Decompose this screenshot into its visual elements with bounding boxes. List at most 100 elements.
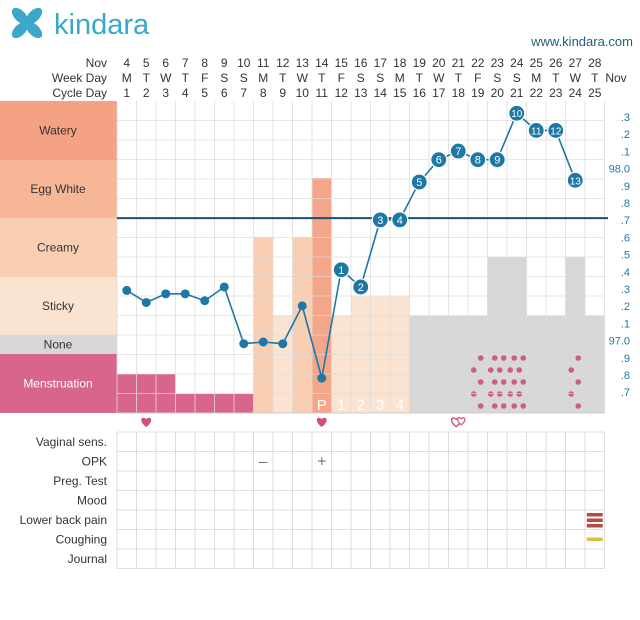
cycle-day-number: 21 <box>510 86 524 100</box>
date-label: 18 <box>393 56 407 70</box>
temperature-point-day-3[interactable] <box>161 289 171 299</box>
temperature-point-day-12[interactable] <box>332 261 350 279</box>
temperature-point-label: 12 <box>550 126 562 137</box>
temperature-axis: .3 .2 .1 98.0 .9 .8 .7 .6 .5 .4 .3 .2 .1 97.0 .9 .8 .7 <box>609 112 630 399</box>
spotting-dot <box>516 367 523 373</box>
weekday-letter: S <box>376 71 384 85</box>
temperature-point-day-17[interactable] <box>430 151 448 169</box>
temperature-point-label: 10 <box>511 109 523 120</box>
weekday-letter: S <box>513 71 521 85</box>
cycle-day-number: 20 <box>491 86 505 100</box>
spotting-dot <box>470 367 477 373</box>
menstruation-bar-day-7 <box>234 394 254 413</box>
spotting-dot <box>511 379 518 385</box>
brand-url[interactable]: www.kindara.com <box>530 34 633 49</box>
spotting-dot <box>496 367 503 373</box>
temperature-point-label: 1 <box>338 265 344 277</box>
temperature-point-day-18[interactable] <box>449 142 467 160</box>
spotting-dot <box>500 355 507 361</box>
heart-icon <box>316 417 327 427</box>
intercourse-markers <box>141 417 466 428</box>
temperature-point-day-15[interactable] <box>391 211 409 229</box>
temperature-point-day-9[interactable] <box>278 339 288 349</box>
spotting-dot <box>568 391 575 397</box>
temperature-point-day-21[interactable] <box>508 104 526 122</box>
date-label: 10 <box>237 56 251 70</box>
date-label: 25 <box>530 56 544 70</box>
cycle-day-number: 18 <box>452 86 466 100</box>
temperature-point-day-11[interactable] <box>317 373 327 383</box>
cycle-day-number: 13 <box>354 86 368 100</box>
date-label: 27 <box>569 56 583 70</box>
peak-marker-1: 1 <box>337 397 345 414</box>
symptom-severity-bar <box>586 513 603 517</box>
month-label: Nov <box>86 56 107 70</box>
date-label: 22 <box>471 56 485 70</box>
menstruation-bar-day-6 <box>214 394 234 413</box>
symptom-severity-bar <box>586 518 603 522</box>
fluid-label-egg_white: Egg White <box>30 182 86 196</box>
temperature-point-day-8[interactable] <box>258 337 268 347</box>
opk-result-mark: + <box>317 454 326 471</box>
date-label: 14 <box>315 56 329 70</box>
cycle-day-number: 4 <box>182 86 189 100</box>
spotting-dot <box>470 391 477 397</box>
fluid-label-cell-sticky <box>0 277 117 335</box>
tracker-label: Mood <box>77 494 107 508</box>
spotting-dot <box>511 355 518 361</box>
spotting-dot <box>511 403 518 409</box>
fluid-bar-day-8 <box>253 237 273 413</box>
spotting-dot <box>575 355 582 361</box>
temperature-point-label: 11 <box>531 126 542 137</box>
menstruation-bar-day-4 <box>175 394 195 413</box>
temperature-point-day-10[interactable] <box>297 301 307 311</box>
weekday-letter: T <box>182 71 190 85</box>
spotting-dot <box>575 403 582 409</box>
temperature-point-day-4[interactable] <box>180 289 190 299</box>
temperature-point-day-24[interactable] <box>566 171 584 189</box>
temperature-point-label: 6 <box>436 155 442 167</box>
temp-axis-label: .8 <box>621 370 630 382</box>
cycle-day-number: 17 <box>432 86 446 100</box>
temperature-point-day-19[interactable] <box>469 151 487 169</box>
temperature-point-day-6[interactable] <box>219 282 229 292</box>
temperature-point-day-5[interactable] <box>200 296 210 306</box>
cycle-day-number: 22 <box>530 86 544 100</box>
temperature-point-day-7[interactable] <box>239 339 249 349</box>
temperature-point-day-2[interactable] <box>141 297 151 307</box>
fluid-label-cell-menstruation <box>0 354 117 413</box>
cycle-day-number: 10 <box>296 86 310 100</box>
trackers-grid: Vaginal sens. OPK – + Preg. Test Mood Lower ba… <box>20 431 605 569</box>
weekday-letter: W <box>160 71 172 85</box>
temperature-point-day-23[interactable] <box>547 121 565 140</box>
cycle-day-number: 16 <box>413 86 427 100</box>
date-label: 13 <box>296 56 310 70</box>
weekday-letter: W <box>570 71 582 85</box>
cycle-day-number: 14 <box>374 86 388 100</box>
spotting-dot <box>496 391 503 397</box>
temperature-point-day-13[interactable] <box>352 278 370 296</box>
temperature-point-label: 9 <box>494 155 500 167</box>
temperature-point-label: 13 <box>570 176 582 187</box>
temperature-point-day-20[interactable] <box>488 151 506 169</box>
temperature-point-label: 4 <box>397 215 403 227</box>
cycle-day-number: 3 <box>162 86 169 100</box>
date-label: 26 <box>549 56 563 70</box>
temperature-point-day-14[interactable] <box>371 211 389 229</box>
fluid-bar-day-10 <box>292 237 312 413</box>
temperature-point-day-22[interactable] <box>527 121 545 140</box>
temp-axis-label: .8 <box>621 198 630 210</box>
spotting-dot <box>500 379 507 385</box>
cycle-day-number: 6 <box>221 86 228 100</box>
fluid-label-cell-creamy <box>0 218 117 277</box>
temperature-point-day-16[interactable] <box>410 173 428 191</box>
temp-axis-label: 97.0 <box>609 336 630 348</box>
weekday-letter: M <box>531 71 541 85</box>
cycle-day-number: 23 <box>549 86 563 100</box>
temp-axis-label: .7 <box>621 215 630 227</box>
peak-marker-2: 2 <box>357 397 365 414</box>
temp-axis-label: .3 <box>621 284 630 296</box>
temperature-point-day-1[interactable] <box>122 285 132 295</box>
spotting-dot <box>487 391 494 397</box>
spotting-dot <box>507 367 514 373</box>
